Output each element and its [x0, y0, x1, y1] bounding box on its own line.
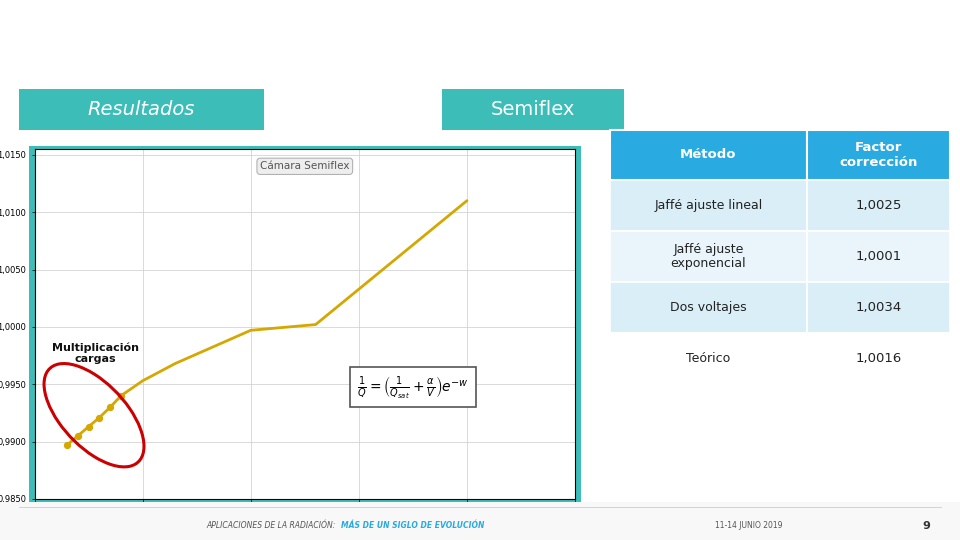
FancyBboxPatch shape: [610, 130, 807, 180]
Text: Cámara Semiflex: Cámara Semiflex: [260, 161, 349, 171]
Text: Resultados: Resultados: [88, 100, 195, 119]
Text: APLICACIONES DE LA RADIACIÓN:: APLICACIONES DE LA RADIACIÓN:: [206, 521, 336, 530]
Point: [92, 413, 108, 422]
Text: 1,0025: 1,0025: [855, 199, 902, 212]
FancyBboxPatch shape: [610, 333, 807, 383]
Text: Jaffé ajuste
exponencial: Jaffé ajuste exponencial: [671, 242, 746, 271]
Text: 1,0034: 1,0034: [855, 301, 902, 314]
Text: 1,0001: 1,0001: [855, 250, 902, 263]
Point: [81, 422, 96, 431]
Text: 9: 9: [923, 521, 930, 531]
FancyBboxPatch shape: [610, 282, 807, 333]
FancyBboxPatch shape: [610, 231, 807, 282]
Point: [103, 403, 118, 411]
Text: MÁS DE UN SIGLO DE EVOLUCIÓN: MÁS DE UN SIGLO DE EVOLUCIÓN: [341, 521, 484, 530]
FancyBboxPatch shape: [807, 333, 950, 383]
Text: Método: Método: [681, 148, 736, 161]
Text: Jaffé ajuste lineal: Jaffé ajuste lineal: [655, 199, 762, 212]
Text: 11-14 JUNIO 2019: 11-14 JUNIO 2019: [715, 521, 782, 530]
Text: $\frac{1}{Q} = \left(\frac{1}{Q_{sat}} + \frac{\alpha}{V}\right)e^{-w}$: $\frac{1}{Q} = \left(\frac{1}{Q_{sat}} +…: [357, 374, 468, 400]
Text: Dos voltajes: Dos voltajes: [670, 301, 747, 314]
FancyBboxPatch shape: [610, 180, 807, 231]
Text: 1,0016: 1,0016: [855, 352, 902, 365]
Text: Semiflex: Semiflex: [491, 100, 575, 119]
Text: Factor
corrección: Factor corrección: [840, 141, 918, 169]
Point: [70, 431, 85, 440]
Text: Teórico: Teórico: [686, 352, 731, 365]
Point: [113, 392, 129, 400]
FancyBboxPatch shape: [807, 180, 950, 231]
FancyBboxPatch shape: [807, 231, 950, 282]
Point: [60, 441, 75, 449]
X-axis label: 1/V (V⁻¹): 1/V (V⁻¹): [282, 519, 327, 529]
FancyBboxPatch shape: [807, 282, 950, 333]
FancyBboxPatch shape: [807, 130, 950, 180]
Text: Multiplicación
cargas: Multiplicación cargas: [52, 342, 138, 365]
